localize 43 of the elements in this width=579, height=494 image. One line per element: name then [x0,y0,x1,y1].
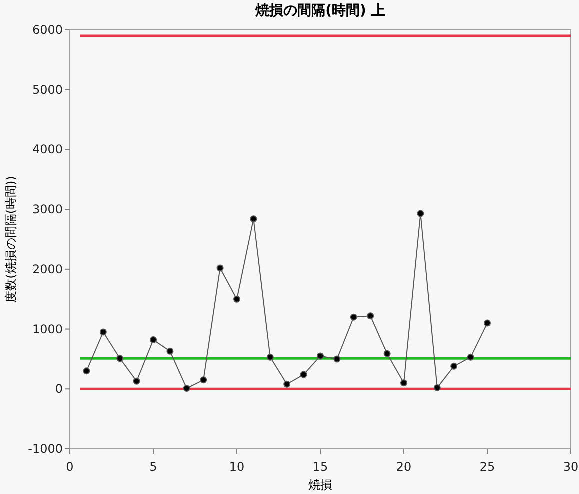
y-axis-title: 度数(焼損の間隔(時間)) [4,176,18,303]
x-tick-label: 10 [229,460,245,474]
y-tick-label: 5000 [32,82,63,97]
y-tick-label: 3000 [32,202,63,217]
x-tick-label: 0 [66,460,74,474]
point [400,380,408,387]
y-tick-label: 4000 [32,142,63,157]
point [350,314,358,321]
point [300,371,308,378]
point [367,312,374,320]
chart-title: 焼損の間隔(時間) 上 [254,3,386,19]
x-tick-label: 25 [480,460,496,474]
point [434,384,441,392]
point [83,368,90,375]
x-tick-label: 5 [150,460,158,474]
point [450,362,458,370]
point [467,354,474,361]
x-tick-label: 20 [396,460,412,474]
point [334,356,341,363]
point [417,210,424,218]
point [266,354,274,361]
point [150,336,157,344]
x-tick-label: 30 [563,460,579,474]
point [234,296,240,303]
y-tick-label: -1000 [28,442,63,456]
point [166,348,174,355]
point [100,328,107,336]
x-tick-label: 15 [312,460,328,474]
y-tick-label: 1000 [32,322,63,336]
point [284,380,291,388]
y-tick-label: 6000 [32,23,63,37]
x-axis-title: 焼損 [308,478,332,492]
point [317,352,324,360]
y-tick-label: 0 [55,382,63,396]
point [384,350,391,358]
y-tick-label: 2000 [32,262,63,276]
point [250,216,258,223]
point [116,355,124,362]
point [216,264,224,272]
point [200,376,208,384]
point [484,320,491,327]
point [183,385,190,392]
point [133,378,140,385]
